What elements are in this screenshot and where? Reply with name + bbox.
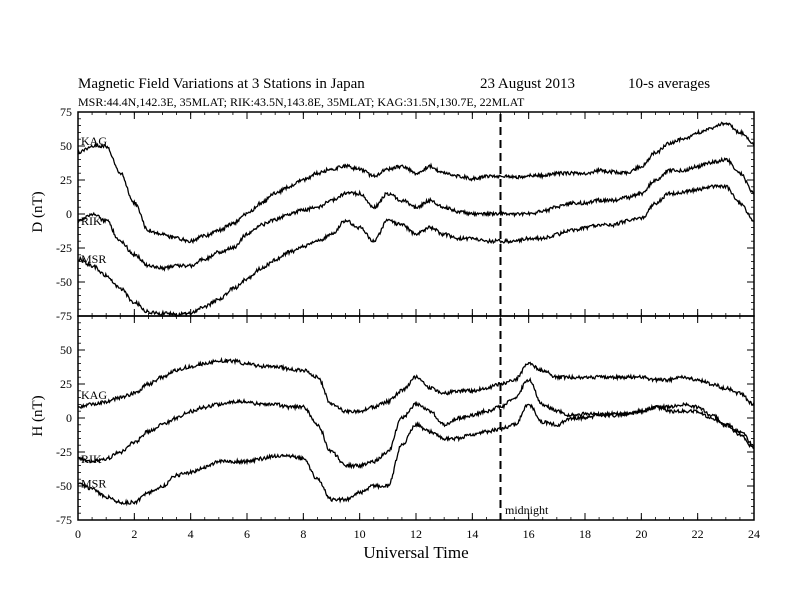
panel-frame [77, 111, 755, 317]
y-tick-label: -25 [56, 445, 72, 459]
x-tick-label: 8 [300, 527, 306, 541]
x-tick-label: 12 [410, 527, 422, 541]
y-tick-label: 25 [60, 173, 72, 187]
x-tick-label: 14 [466, 527, 478, 541]
plot-layer: 7550250-25-50-75KAGRIKMSR50250-25-50-750… [56, 105, 760, 541]
x-tick-label: 6 [244, 527, 250, 541]
y-tick-label: -25 [56, 241, 72, 255]
midnight-label: midnight [505, 503, 549, 517]
panel-frame [77, 315, 755, 521]
x-tick-label: 2 [131, 527, 137, 541]
x-axis-label: Universal Time [363, 543, 468, 562]
y-tick-label: -75 [56, 309, 72, 323]
series-label-rik: RIK [81, 452, 102, 466]
x-tick-label: 22 [692, 527, 704, 541]
y-tick-label: -75 [56, 513, 72, 527]
series-line-rik [77, 156, 755, 272]
series-label-rik: RIK [81, 214, 102, 228]
series-label-kag: KAG [81, 388, 107, 402]
series-line-msr [77, 401, 755, 507]
y-tick-label: 25 [60, 377, 72, 391]
series-line-msr [77, 183, 755, 318]
x-tick-label: 24 [748, 527, 760, 541]
y-axis-label-top: D (nT) [30, 191, 46, 232]
x-tick-label: 20 [635, 527, 647, 541]
stations-info: MSR:44.4N,142.3E, 35MLAT; RIK:43.5N,143.… [78, 95, 525, 109]
y-tick-label: 0 [66, 207, 72, 221]
x-tick-label: 10 [354, 527, 366, 541]
y-tick-label: 75 [60, 105, 72, 119]
chart-averaging: 10-s averages [628, 76, 710, 92]
y-axis-label-bottom: H (nT) [30, 395, 46, 436]
series-label-msr: MSR [81, 476, 106, 490]
x-tick-label: 16 [523, 527, 535, 541]
x-tick-label: 18 [579, 527, 591, 541]
y-tick-label: 0 [66, 411, 72, 425]
y-tick-label: 50 [60, 139, 72, 153]
x-tick-label: 4 [188, 527, 194, 541]
y-tick-label: -50 [56, 479, 72, 493]
y-tick-label: 50 [60, 343, 72, 357]
series-line-kag [77, 121, 755, 245]
x-tick-label: 0 [75, 527, 81, 541]
series-line-kag [77, 356, 755, 415]
series-label-msr: MSR [81, 252, 106, 266]
series-label-kag: KAG [81, 134, 107, 148]
y-tick-label: -50 [56, 275, 72, 289]
chart-date: 23 August 2013 [480, 76, 575, 92]
chart-title: Magnetic Field Variations at 3 Stations … [78, 76, 365, 92]
